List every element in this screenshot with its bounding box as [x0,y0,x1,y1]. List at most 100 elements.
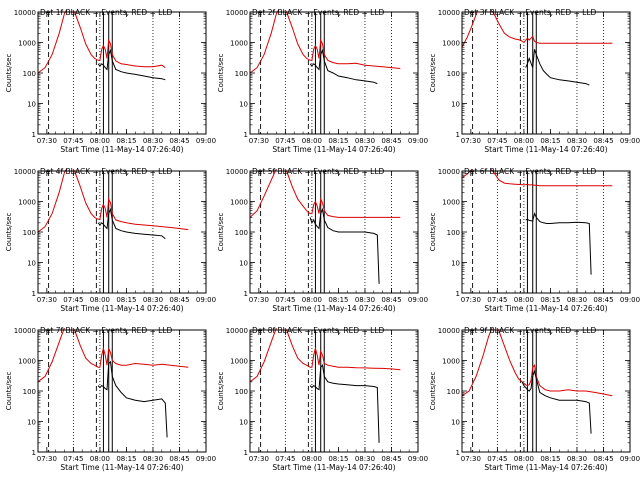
y-axis-label: Counts/sec [217,372,225,411]
y-tick-label: 1 [32,131,36,139]
x-tick-label: 08:45 [593,137,613,145]
lld-series-line [250,10,401,74]
x-tick-label: 09:00 [620,296,640,304]
x-tick-label: 08:15 [116,137,136,145]
x-axis-label: Start Time (11-May-14 07:26:40) [60,304,183,313]
x-tick-label: 08:00 [302,296,322,304]
x-tick-label: 08:15 [116,455,136,463]
y-tick-label: 100 [447,388,460,396]
y-tick-label: 10000 [438,9,460,17]
x-tick-label: 07:45 [63,455,83,463]
x-tick-label: 08:15 [328,137,348,145]
chart-panel-5: 1 10 100 1000 10000 07:30 07:45 08:00 08:15 08:30… [217,167,428,313]
chart-title: Det 4f BLACK = Events, RED = LLD [40,167,173,176]
chart-panel-9: 1 10 100 1000 10000 07:30 07:45 08:00 08:15 08:30… [429,326,640,472]
x-tick-label: 08:00 [90,455,110,463]
events-series-line [309,207,380,284]
x-tick-label: 08:15 [328,455,348,463]
y-axis-label: Counts/sec [429,213,437,252]
y-tick-label: 100 [447,229,460,237]
x-tick-label: 08:45 [169,296,189,304]
y-tick-label: 1000 [442,40,460,48]
x-tick-label: 07:30 [249,296,269,304]
y-tick-label: 10000 [14,168,36,176]
x-tick-label: 07:45 [63,296,83,304]
y-tick-label: 1 [32,449,36,457]
events-series-line [97,207,166,240]
chart-title: Det 6f BLACK = Events, RED = LLD [464,167,597,176]
y-tick-label: 1000 [230,40,248,48]
x-axis-label: Start Time (11-May-14 07:26:40) [272,463,395,472]
x-tick-label: 08:00 [514,137,534,145]
y-tick-label: 1 [244,290,248,298]
x-tick-label: 07:30 [461,137,481,145]
events-series-line [525,212,592,275]
x-tick-label: 08:45 [381,455,401,463]
x-tick-label: 08:45 [593,296,613,304]
chart-panel-3: 1 10 100 1000 10000 07:30 07:45 08:00 08:15 08:30… [429,8,640,154]
plot-frame [37,329,207,453]
y-tick-label: 1 [244,449,248,457]
x-tick-label: 09:00 [408,137,428,145]
y-tick-label: 100 [235,70,248,78]
x-tick-label: 07:30 [37,296,57,304]
y-tick-label: 10000 [226,168,248,176]
x-tick-label: 08:00 [514,455,534,463]
y-tick-label: 1 [32,290,36,298]
y-tick-label: 10 [27,260,36,268]
chart-panel-1: 1 10 100 1000 10000 07:30 07:45 08:00 08:15 08:30… [5,8,216,154]
y-tick-label: 1000 [18,40,36,48]
x-tick-label: 08:45 [169,137,189,145]
x-tick-label: 08:00 [302,137,322,145]
y-tick-label: 100 [235,388,248,396]
x-tick-label: 08:45 [593,455,613,463]
y-axis-label: Counts/sec [5,372,13,411]
x-tick-label: 08:00 [514,296,534,304]
lld-series-line [462,328,613,397]
events-series-line [521,369,592,434]
lld-series-line [462,169,613,187]
y-axis-label: Counts/sec [429,54,437,93]
x-axis-label: Start Time (11-May-14 07:26:40) [484,145,607,154]
y-tick-label: 1000 [18,199,36,207]
chart-title: Det 2f BLACK = Events, RED = LLD [252,8,385,17]
chart-title: Det 1f BLACK = Events, RED = LLD [40,8,173,17]
x-axis-label: Start Time (11-May-14 07:26:40) [60,145,183,154]
x-tick-label: 08:30 [143,137,163,145]
x-tick-label: 07:30 [249,455,269,463]
y-tick-label: 1000 [442,199,460,207]
x-tick-label: 09:00 [408,455,428,463]
x-tick-label: 09:00 [196,296,216,304]
y-tick-label: 1 [456,131,460,139]
x-tick-label: 07:45 [487,137,507,145]
x-tick-label: 07:30 [37,455,57,463]
y-tick-label: 10 [239,260,248,268]
chart-title: Det 7f BLACK = Events, RED = LLD [40,326,173,335]
y-tick-label: 1000 [230,358,248,366]
y-tick-label: 1 [456,449,460,457]
lld-series-line [38,328,189,383]
y-tick-label: 10 [451,101,460,109]
y-axis-label: Counts/sec [5,54,13,93]
x-tick-label: 08:30 [143,296,163,304]
y-tick-label: 10000 [226,327,248,335]
x-tick-label: 09:00 [620,137,640,145]
y-tick-label: 100 [23,229,36,237]
x-axis-label: Start Time (11-May-14 07:26:40) [60,463,183,472]
x-axis-label: Start Time (11-May-14 07:26:40) [484,463,607,472]
x-tick-label: 07:45 [487,455,507,463]
x-tick-label: 08:00 [90,137,110,145]
y-tick-label: 1000 [230,199,248,207]
y-tick-label: 10000 [226,9,248,17]
chart-title: Det 9f BLACK = Events, RED = LLD [464,326,597,335]
x-tick-label: 08:30 [567,296,587,304]
y-tick-label: 100 [23,70,36,78]
chart-panel-8: 1 10 100 1000 10000 07:30 07:45 08:00 08:15 08:30… [217,326,428,472]
x-tick-label: 08:45 [169,455,189,463]
y-axis-label: Counts/sec [429,372,437,411]
y-tick-label: 10 [239,101,248,109]
y-tick-label: 10 [27,101,36,109]
y-tick-label: 10 [451,419,460,427]
y-tick-label: 10000 [438,168,460,176]
chart-title: Det 5f BLACK = Events, RED = LLD [252,167,385,176]
